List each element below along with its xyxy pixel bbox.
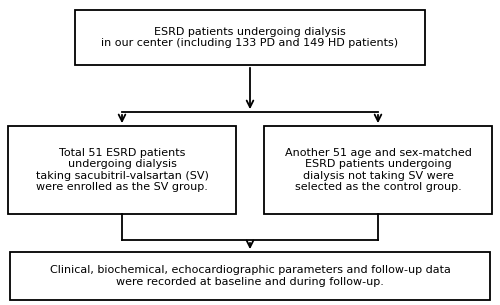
Bar [8, 126, 236, 214]
Text: Total 51 ESRD patients
undergoing dialysis
taking sacubitril-valsartan (SV)
were: Total 51 ESRD patients undergoing dialys… [36, 148, 208, 192]
Bar [75, 10, 425, 65]
Bar [264, 126, 492, 214]
Bar [10, 252, 490, 300]
Text: Clinical, biochemical, echocardiographic parameters and follow-up data
were reco: Clinical, biochemical, echocardiographic… [50, 265, 450, 287]
Text: Another 51 age and sex-matched
ESRD patients undergoing
dialysis not taking SV w: Another 51 age and sex-matched ESRD pati… [284, 148, 472, 192]
Text: ESRD patients undergoing dialysis
in our center (including 133 PD and 149 HD pat: ESRD patients undergoing dialysis in our… [102, 27, 399, 48]
